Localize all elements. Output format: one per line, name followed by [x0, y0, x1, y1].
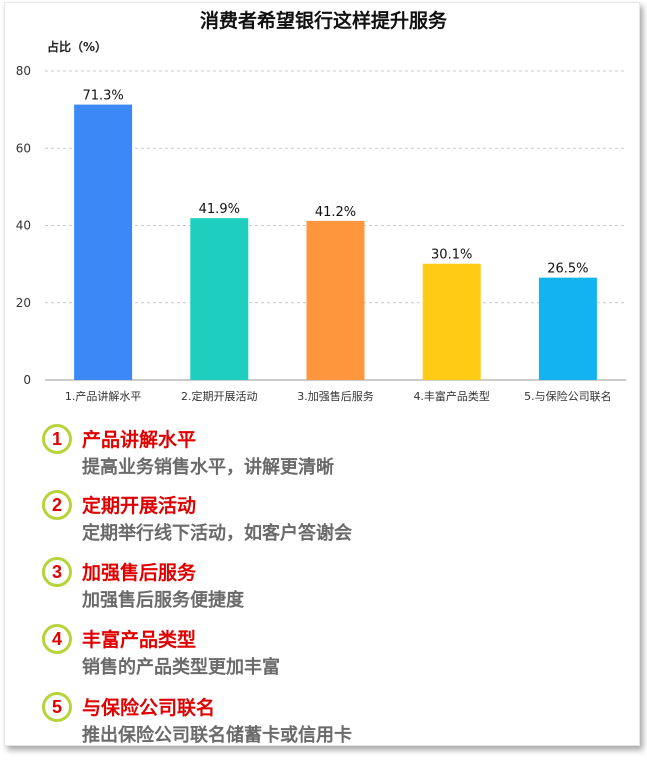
- tip-description: 推出保险公司联名储蓄卡或信用卡: [82, 725, 352, 746]
- number-badge: 3: [42, 557, 72, 587]
- x-tick-label: 5.与保险公司联名: [524, 389, 612, 403]
- tip-title: 丰富产品类型: [82, 629, 197, 651]
- bar: [306, 220, 365, 380]
- y-tick-label: 80: [16, 64, 31, 78]
- tip-title: 定期开展活动: [82, 495, 197, 517]
- y-tick-label: 20: [16, 296, 31, 310]
- bar: [422, 263, 481, 380]
- bar: [74, 104, 133, 380]
- chart-title: 消费者希望银行这样提升服务: [199, 10, 447, 32]
- tip-title: 加强售后服务: [82, 562, 197, 584]
- tip-title: 与保险公司联名: [82, 697, 216, 719]
- data-label: 71.3%: [82, 89, 123, 104]
- y-tick-label: 60: [16, 141, 31, 155]
- data-label: 26.5%: [547, 262, 588, 277]
- data-label: 41.2%: [315, 205, 356, 220]
- y-tick-label: 40: [16, 219, 31, 233]
- data-label: 41.9%: [199, 202, 240, 217]
- x-tick-label: 2.定期开展活动: [181, 389, 258, 403]
- tip-description: 销售的产品类型更加丰富: [82, 657, 280, 678]
- tip-description: 提高业务销售水平，讲解更清晰: [82, 457, 334, 478]
- bar: [538, 277, 597, 380]
- x-tick-label: 4.丰富产品类型: [413, 389, 490, 403]
- number-badge: 2: [42, 490, 72, 520]
- x-tick-label: 3.加强售后服务: [297, 389, 374, 403]
- number-badge: 1: [42, 424, 72, 454]
- x-tick-label: 1.产品讲解水平: [65, 389, 142, 403]
- number-badge: 5: [42, 692, 72, 722]
- data-label: 30.1%: [431, 248, 472, 263]
- y-axis-label: 占比（%）: [47, 40, 108, 54]
- tip-description: 加强售后服务便捷度: [82, 590, 244, 611]
- tip-title: 产品讲解水平: [82, 429, 197, 451]
- bar: [190, 218, 249, 380]
- y-tick-label: 0: [23, 373, 31, 387]
- tip-description: 定期举行线下活动，如客户答谢会: [82, 523, 352, 544]
- bar-chart: 0 20 40 60 80 71.3% 1.产品讲解水平 41.9% 2.定期开展活动 41.2%…: [16, 64, 626, 403]
- number-badge: 4: [42, 624, 72, 654]
